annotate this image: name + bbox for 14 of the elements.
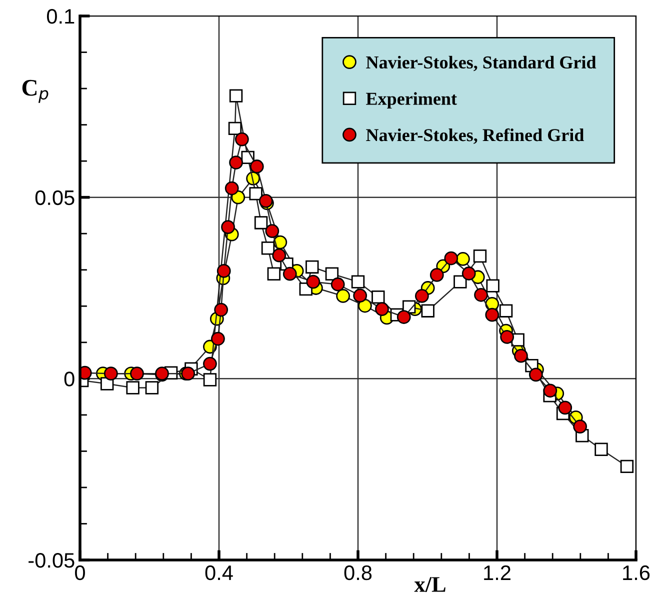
y-tick-label: 0 xyxy=(64,372,74,386)
x-tick-label: 0 xyxy=(75,565,85,580)
y-tick-label: 0.1 xyxy=(46,9,74,24)
legend-label: Navier-Stokes, Standard Grid xyxy=(366,56,596,72)
legend-label: Experiment xyxy=(366,92,457,109)
x-tick-label: 1.6 xyxy=(623,565,650,580)
x-axis-title: x/L xyxy=(414,577,446,592)
x-tick-label: 0.4 xyxy=(205,565,233,580)
x-tick-label: 1.2 xyxy=(484,565,510,580)
y-tick-label: -0.05 xyxy=(28,553,74,568)
y-tick-label: 0.05 xyxy=(35,190,74,206)
x-tick-label: 0.8 xyxy=(344,565,372,580)
y-axis-title: C$_{p}$ xyxy=(22,80,48,103)
legend-label: Navier-Stokes, Refined Grid xyxy=(366,128,584,144)
